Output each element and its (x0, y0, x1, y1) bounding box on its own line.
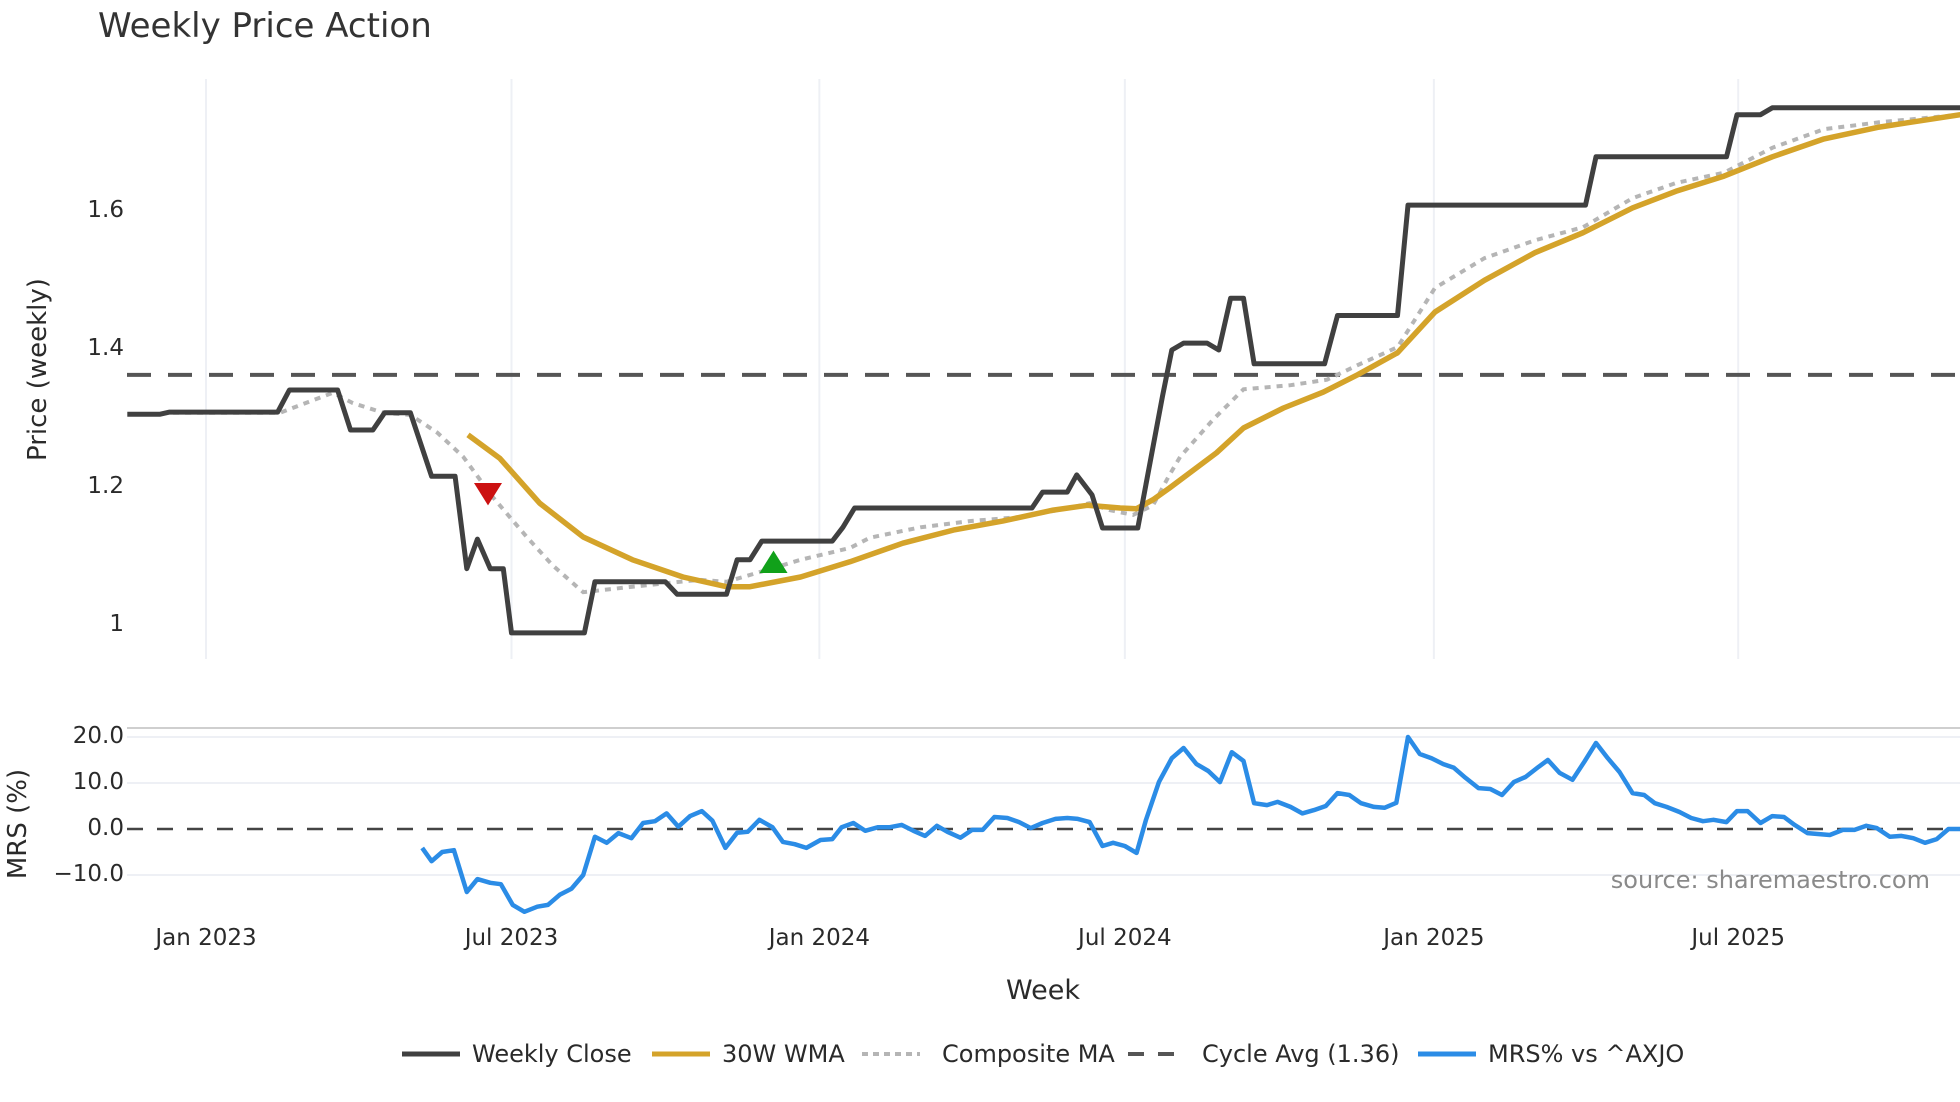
x-tick-label: Jan 2025 (1383, 925, 1485, 951)
legend-label: MRS% vs ^AXJO (1488, 1040, 1685, 1068)
sell-signal-marker-icon (474, 483, 502, 506)
mrs-gridlines (127, 736, 1960, 876)
x-tick-label: Jul 2025 (1691, 925, 1785, 951)
legend-label: Weekly Close (472, 1040, 632, 1068)
cycle-avg-swatch-icon (1128, 1052, 1186, 1056)
buy-signal-marker-icon (759, 550, 788, 574)
composite-ma-swatch-icon (862, 1052, 920, 1056)
legend-item-wma[interactable]: 30W WMA (652, 1036, 845, 1072)
legend-item-weekly-close[interactable]: Weekly Close (402, 1036, 632, 1072)
legend-item-composite-ma[interactable]: Composite MA (862, 1036, 1115, 1072)
mrs-tick-label: 20.0 (72, 723, 124, 749)
mrs-tick-label: −10.0 (53, 861, 124, 887)
mrs-tick-label: 10.0 (72, 769, 124, 795)
price-tick-label: 1.6 (87, 197, 124, 223)
x-tick-label: Jul 2023 (464, 925, 559, 951)
mrs-tick-label: 0.0 (87, 815, 124, 841)
price-tick-label: 1.4 (87, 335, 124, 361)
mrs-y-axis-title: MRS (%) (3, 768, 33, 880)
legend: Weekly Close 30W WMA Composite MA Cycle … (0, 1036, 1960, 1072)
price-gridlines (205, 79, 1740, 659)
legend-item-mrs[interactable]: MRS% vs ^AXJO (1418, 1036, 1684, 1072)
legend-label: 30W WMA (722, 1040, 845, 1068)
price-tick-label: 1.2 (87, 473, 124, 499)
legend-label: Composite MA (942, 1040, 1115, 1068)
composite-ma-line (173, 112, 1960, 595)
x-tick-label: Jul 2024 (1078, 925, 1172, 951)
wma-swatch-icon (652, 1051, 710, 1057)
legend-label: Cycle Avg (1.36) (1202, 1040, 1400, 1068)
x-tick-label: Jan 2023 (155, 925, 257, 951)
source-note: source: sharemaestro.com (1610, 866, 1930, 894)
mrs-swatch-icon (1418, 1051, 1476, 1057)
wma-line (466, 111, 1960, 590)
price-y-axis-title: Price (weekly) (23, 278, 53, 461)
mrs-line (420, 734, 1960, 915)
weekly-close-line (127, 105, 1960, 636)
x-tick-label: Jan 2024 (768, 925, 870, 951)
chart-title: Weekly Price Action (98, 6, 432, 46)
price-tick-label: 1 (109, 611, 124, 637)
legend-item-cycle-avg[interactable]: Cycle Avg (1.36) (1128, 1036, 1399, 1072)
weekly-close-swatch-icon (402, 1051, 460, 1057)
x-axis-title: Week (1006, 975, 1080, 1006)
